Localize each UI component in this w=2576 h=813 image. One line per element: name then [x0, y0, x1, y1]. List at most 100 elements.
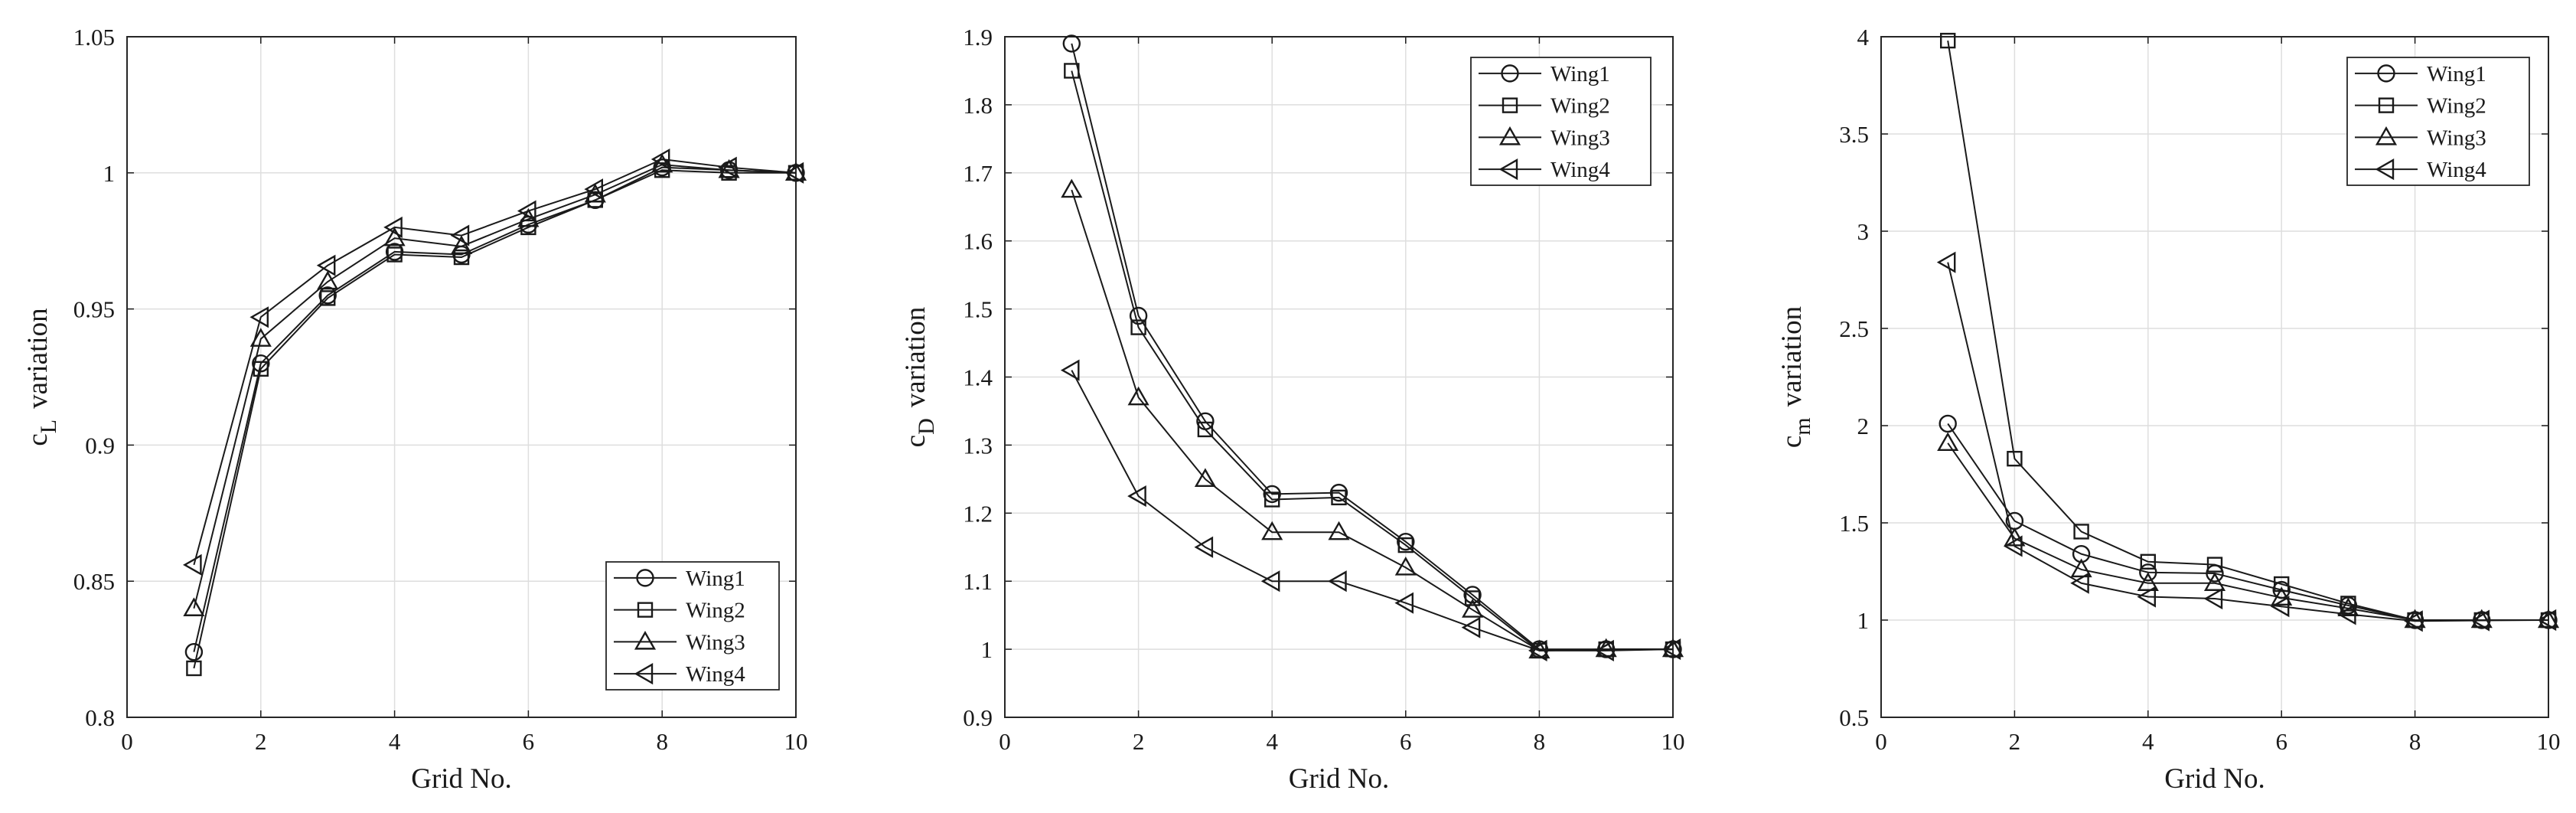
data-point-wing2: [453, 249, 470, 266]
data-point-wing4: [2470, 609, 2490, 632]
data-point-wing3: [784, 162, 807, 181]
data-point-wing4: [1528, 639, 1547, 661]
y-tick-label: 1: [103, 160, 116, 187]
y-axis-label: cm variation: [1776, 306, 1815, 448]
data-point-wing1: [1062, 34, 1081, 53]
data-point-wing4: [2336, 603, 2356, 625]
x-axis-label: Grid No.: [2164, 763, 2265, 795]
data-point-wing2: [1130, 319, 1146, 335]
y-tick-label: 4: [1857, 24, 1870, 51]
y-tick-label: 1.2: [963, 500, 993, 527]
data-point-wing4: [182, 553, 202, 576]
x-tick-label: 2: [2009, 728, 2021, 755]
legend-label: Wing3: [1550, 126, 1610, 150]
data-point-wing4: [2003, 535, 2023, 557]
x-tick-label: 0: [121, 728, 133, 755]
series-line-wing3: [193, 164, 797, 609]
y-tick-label: 0.9: [85, 432, 115, 459]
data-point-wing4: [2404, 610, 2423, 632]
data-point-wing4: [249, 306, 269, 328]
legend-box: [605, 561, 780, 691]
data-point-wing1: [184, 642, 204, 661]
legend: Wing1 Wing2 Wing3 Wing4: [2346, 57, 2530, 186]
legend-label: Wing4: [686, 662, 745, 687]
x-tick-label: 4: [389, 728, 401, 755]
series-wing4: [1060, 359, 1681, 661]
x-tick-label: 10: [1661, 728, 1685, 755]
data-point-wing2: [2007, 450, 2023, 467]
data-point-wing4: [1127, 485, 1146, 508]
y-tick-label: 1.3: [963, 432, 993, 459]
data-point-wing4: [1595, 639, 1614, 661]
x-axis-label: Grid No.: [1289, 763, 1390, 795]
data-point-wing4: [1936, 251, 1956, 273]
y-tick-label: 1: [1857, 607, 1870, 634]
series-line-wing4: [193, 158, 797, 566]
data-point-wing3: [1061, 178, 1083, 198]
y-tick-label: 1.4: [963, 364, 993, 391]
legend-marker-triangle-left: [634, 663, 654, 685]
y-tick-label: 1: [981, 636, 993, 663]
data-point-wing1: [2139, 563, 2157, 582]
data-point-wing3: [1462, 599, 1484, 618]
x-tick-label: 8: [1534, 728, 1546, 755]
data-point-wing1: [1129, 306, 1148, 325]
data-point-wing1: [1263, 485, 1281, 504]
data-point-wing3: [1937, 432, 1959, 452]
data-point-wing4: [2070, 572, 2089, 594]
legend-marker-circle: [1501, 64, 1519, 83]
series-wing1: [1939, 414, 2558, 629]
y-axis-label-subscript: m: [1790, 417, 1815, 435]
data-point-wing3: [2137, 572, 2159, 591]
chart-right: 0 2 4 6 8 10 0.5 1 1.5 2 2.5 3 3.5 4 Grid No. cm variati…: [1776, 24, 2561, 795]
data-point-wing2: [1331, 489, 1347, 506]
data-point-wing3: [383, 227, 406, 247]
x-tick-label: 6: [1400, 728, 1412, 755]
data-point-wing4: [1461, 616, 1481, 638]
y-axis-label-subscript: L: [36, 420, 61, 433]
data-point-wing1: [1329, 483, 1348, 502]
series-wing3: [183, 153, 807, 616]
x-tick-label: 2: [255, 728, 267, 755]
plot-area: [1004, 36, 1674, 718]
legend-marker-circle: [2377, 64, 2395, 83]
x-tick-label: 4: [1266, 728, 1278, 755]
y-tick-label: 3: [1857, 218, 1870, 245]
data-point-wing4: [718, 156, 737, 178]
data-point-wing1: [318, 286, 337, 305]
data-point-wing2: [320, 290, 336, 306]
x-tick-label: 10: [784, 728, 808, 755]
y-tick-label: 2.5: [1839, 315, 1869, 342]
data-point-wing3: [1194, 468, 1216, 488]
data-point-wing4: [784, 162, 804, 184]
data-point-wing1: [1463, 586, 1482, 604]
plot-area: [1880, 36, 2549, 718]
legend-label: Wing4: [2427, 158, 2486, 182]
data-point-wing2: [1197, 421, 1214, 438]
data-point-wing4: [2537, 609, 2557, 632]
x-tick-label: 8: [2409, 728, 2421, 755]
data-point-wing3: [651, 153, 673, 173]
y-axis-label-suffix: variation: [22, 308, 54, 409]
data-point-wing4: [1060, 359, 1080, 381]
legend-box: [1470, 57, 1652, 186]
y-tick-label: 1.05: [73, 24, 115, 51]
data-point-wing3: [2203, 572, 2226, 591]
data-point-wing2: [1939, 32, 1956, 49]
x-tick-label: 10: [2537, 728, 2561, 755]
y-tick-label: 2: [1857, 413, 1870, 439]
data-point-wing2: [386, 247, 403, 263]
legend-label: Wing4: [1550, 158, 1610, 182]
y-tick-label: 1.6: [963, 228, 993, 255]
series-line-wing4: [1071, 370, 1674, 651]
data-point-wing3: [1127, 386, 1149, 406]
data-point-wing2: [2140, 553, 2157, 570]
data-point-wing4: [2270, 596, 2290, 618]
legend-label: Wing1: [2427, 62, 2486, 87]
data-point-wing4: [1661, 638, 1681, 661]
legend-label: Wing1: [686, 566, 745, 591]
data-point-wing2: [1264, 491, 1280, 508]
x-tick-label: 0: [1875, 728, 1887, 755]
y-tick-label: 0.8: [85, 704, 115, 731]
